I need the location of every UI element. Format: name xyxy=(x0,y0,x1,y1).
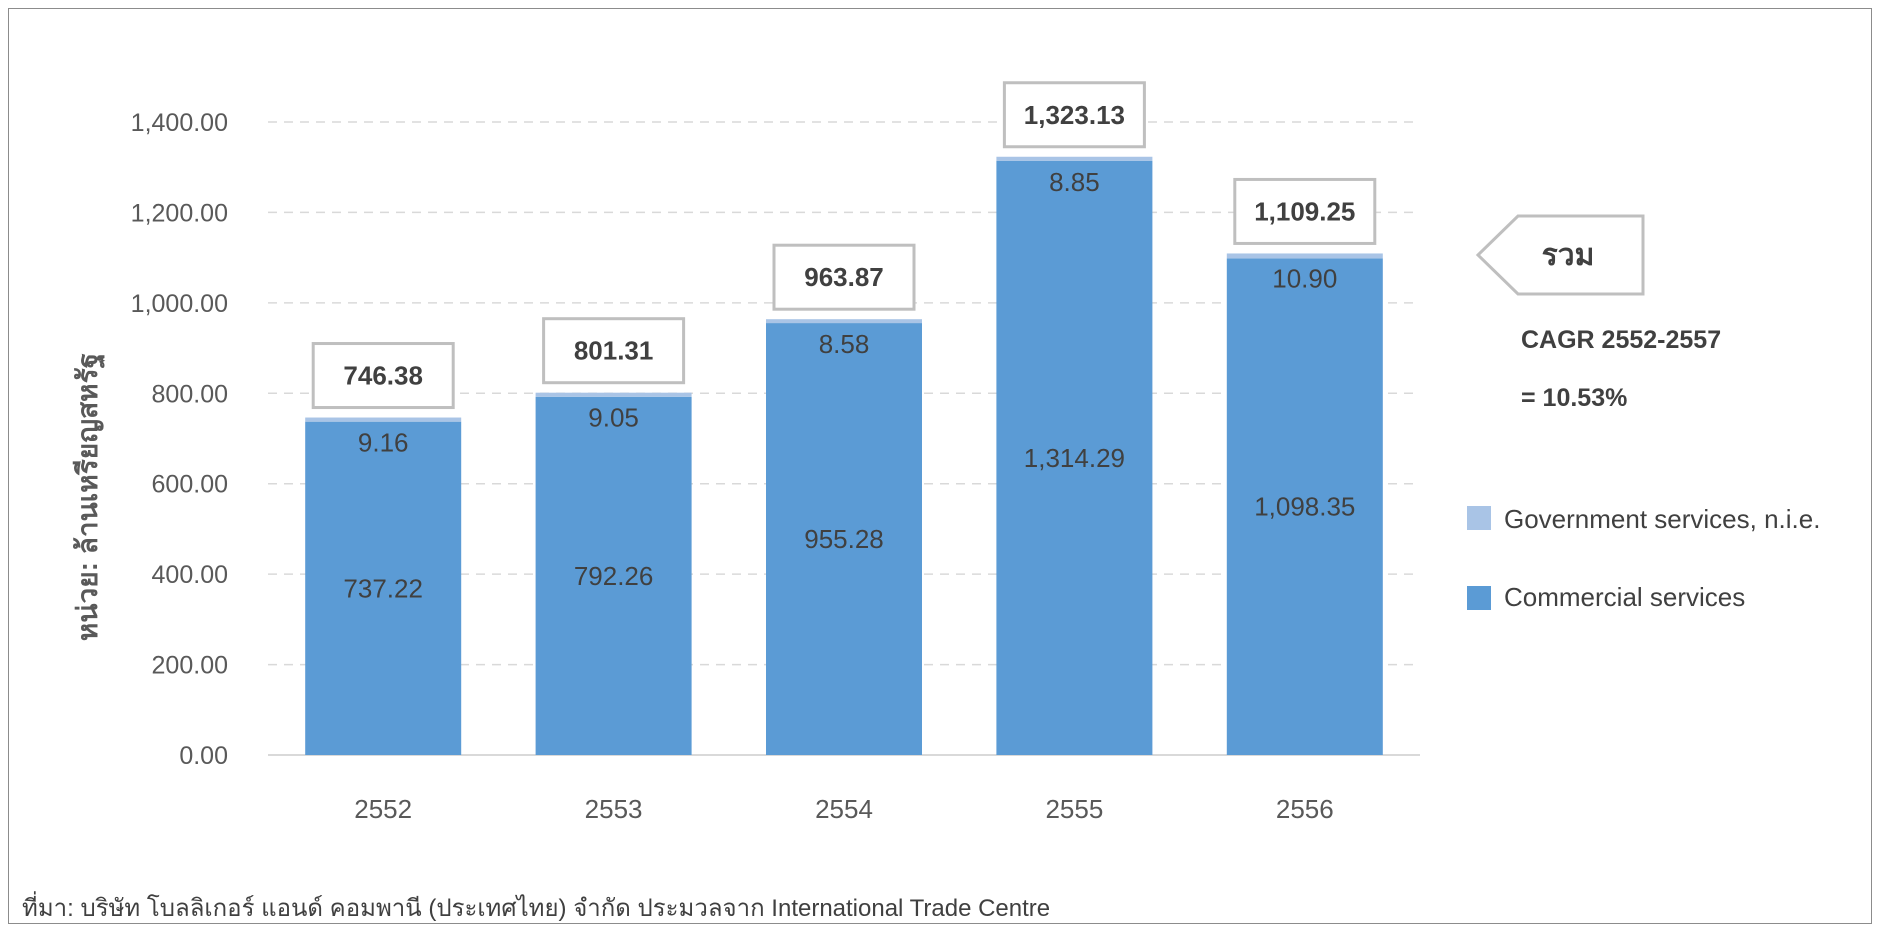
total-label: 963.87 xyxy=(804,262,884,292)
data-label-government-services: 8.85 xyxy=(1049,167,1100,197)
y-tick-label: 1,000.00 xyxy=(131,290,228,318)
bar-commercial-services xyxy=(1226,258,1383,755)
bar-government-services xyxy=(535,392,692,397)
total-label-box xyxy=(542,317,686,385)
cagr-value: = 10.53% xyxy=(1521,384,1627,412)
total-label-box xyxy=(772,243,916,311)
total-label: 746.38 xyxy=(343,361,423,391)
y-tick-label: 1,200.00 xyxy=(131,199,228,227)
x-tick-label: 2553 xyxy=(585,794,643,824)
data-label-commercial-services: 955.28 xyxy=(804,524,884,554)
y-tick-label: 400.00 xyxy=(152,561,228,589)
bar-commercial-services xyxy=(996,160,1153,755)
data-label-commercial-services: 1,098.35 xyxy=(1254,492,1355,522)
data-label-government-services: 9.16 xyxy=(358,428,409,458)
bar-commercial-services xyxy=(766,323,922,755)
bar-government-services xyxy=(766,319,922,324)
legend-swatch-commercial-services xyxy=(1467,586,1491,610)
bar-commercial-services xyxy=(305,421,462,755)
total-callout: รวม xyxy=(1475,214,1645,296)
total-label: 1,109.25 xyxy=(1254,196,1355,226)
total-label-box xyxy=(311,342,455,410)
x-tick-label: 2555 xyxy=(1045,794,1103,824)
data-label-commercial-services: 1,314.29 xyxy=(1024,443,1125,473)
x-tick-label: 2554 xyxy=(815,794,873,824)
legend: Government services, n.i.e. Commercial se… xyxy=(1467,504,1820,612)
y-tick-label: 200.00 xyxy=(152,652,228,680)
y-tick-label: 600.00 xyxy=(152,471,228,499)
y-tick-label: 0.00 xyxy=(179,742,228,770)
y-axis-title: หน่วย: ล้านเหรียญสหรัฐ xyxy=(72,353,106,641)
stacked-bar-chart: 0.00 200.00 400.00 600.00 800.00 1,000.00 1,20… xyxy=(72,81,1820,824)
data-labels: 737.22 9.16 746.38 792.26 9.05 801.31 955.28 8.… xyxy=(311,81,1377,603)
data-label-government-services: 8.58 xyxy=(819,329,870,359)
legend-swatch-government-services xyxy=(1467,506,1491,530)
x-tick-label: 2552 xyxy=(354,794,412,824)
callout-label: รวม xyxy=(1542,239,1595,272)
x-tick-label: 2556 xyxy=(1276,794,1334,824)
y-tick-label: 1,400.00 xyxy=(131,109,228,137)
callout-arrow-shape xyxy=(1475,214,1645,296)
legend-label-government-services: Government services, n.i.e. xyxy=(1504,504,1820,534)
x-axis-ticks: 2552 2553 2554 2555 2556 xyxy=(354,794,1333,824)
data-label-government-services: 10.90 xyxy=(1272,263,1337,293)
bar-government-services xyxy=(996,156,1153,161)
bar-commercial-services xyxy=(535,396,692,755)
data-label-commercial-services: 737.22 xyxy=(343,573,423,603)
total-label-box xyxy=(1233,177,1377,245)
source-note: ที่มา: บริษัท โบลลิเกอร์ แอนด์ คอมพานี (… xyxy=(22,895,1051,922)
total-label-box xyxy=(1002,81,1146,149)
total-label: 1,323.13 xyxy=(1024,100,1125,130)
bar-government-services xyxy=(305,417,462,422)
legend-label-commercial-services: Commercial services xyxy=(1504,582,1745,612)
y-tick-label: 800.00 xyxy=(152,380,228,408)
bar-government-services xyxy=(1226,253,1383,259)
data-label-commercial-services: 792.26 xyxy=(574,561,654,591)
data-label-government-services: 9.05 xyxy=(588,403,639,433)
y-axis-ticks: 0.00 200.00 400.00 600.00 800.00 1,000.00 1,20… xyxy=(131,109,228,770)
cagr-title: CAGR 2552-2557 xyxy=(1521,326,1721,354)
total-label: 801.31 xyxy=(574,336,654,366)
bars xyxy=(305,156,1383,755)
